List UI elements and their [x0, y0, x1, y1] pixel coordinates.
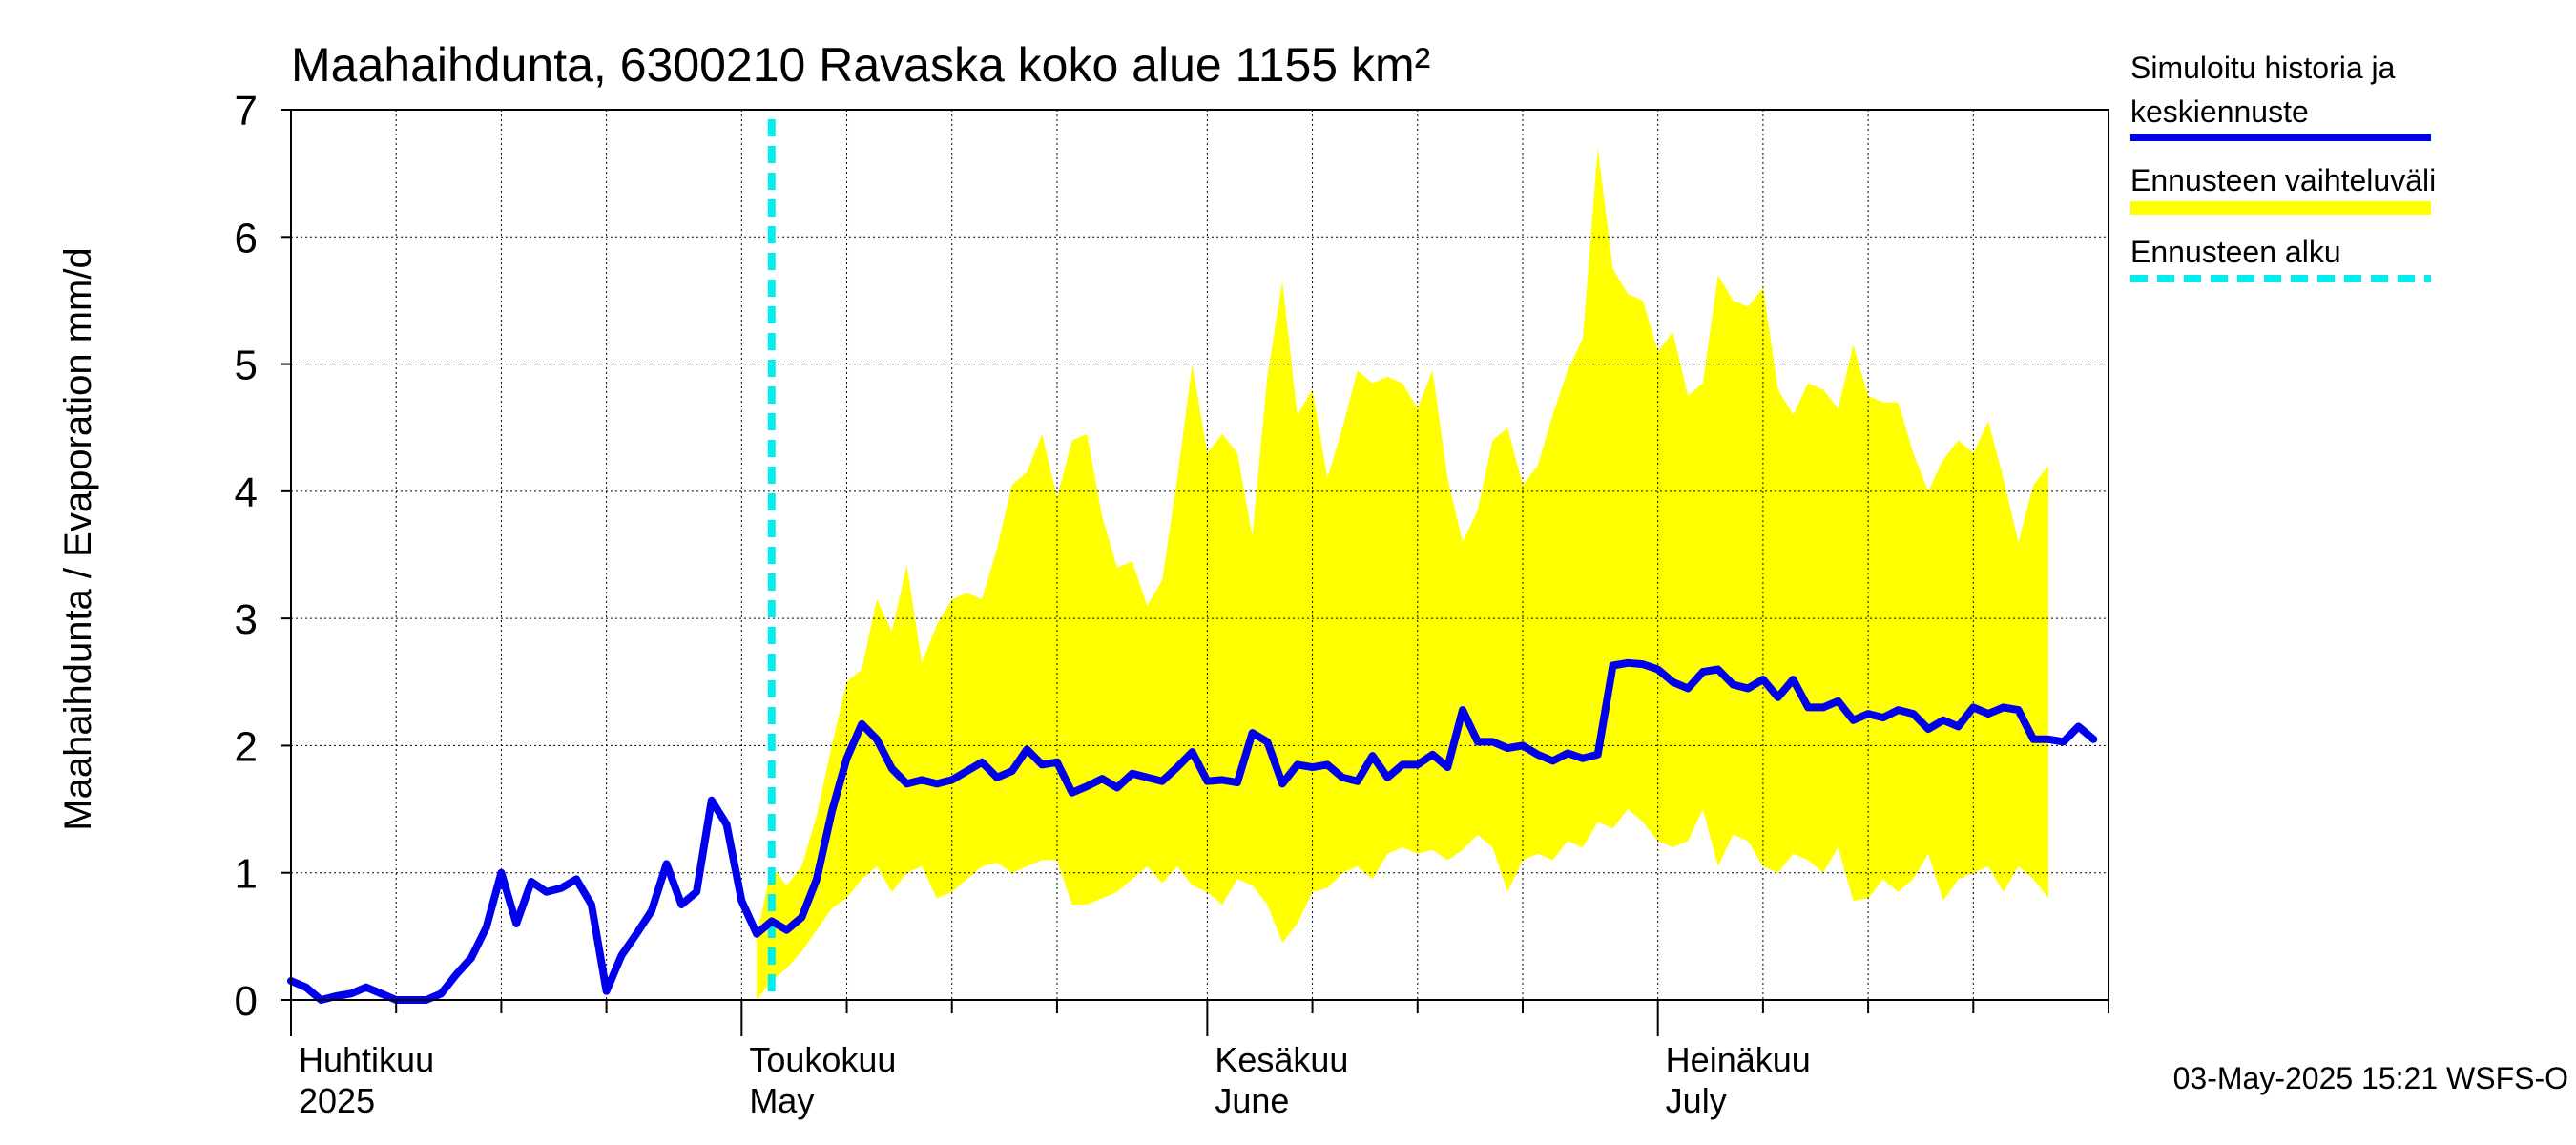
- y-axis-label: Maahaihdunta / Evaporation mm/d: [57, 247, 99, 830]
- series-layer: [287, 658, 2098, 1004]
- x-month-label-fi: Toukokuu: [749, 1040, 896, 1079]
- y-tick-label: 7: [235, 88, 258, 135]
- y-tick-label: 6: [235, 215, 258, 261]
- y-tick-label: 0: [235, 978, 258, 1025]
- y-tick-label: 5: [235, 343, 258, 389]
- series-line-simulated: [287, 658, 2098, 1004]
- plot-border: [290, 109, 2109, 1001]
- y-tick-label: 3: [235, 596, 258, 643]
- x-month-label-en: June: [1215, 1081, 1289, 1120]
- y-tick-label: 2: [235, 723, 258, 770]
- legend-label-forecast-start: Ennusteen alku: [2130, 235, 2341, 269]
- legend: Simuloitu historia ja keskiennuste Ennus…: [2130, 51, 2436, 282]
- x-month-label-en: 2025: [299, 1081, 375, 1120]
- footer-timestamp: 03-May-2025 15:21 WSFS-O: [2173, 1061, 2568, 1095]
- y-axis: 0 1 2 3 4 5 6 7: [235, 88, 291, 1025]
- y-tick-label: 1: [235, 851, 258, 898]
- plot-frame: [290, 109, 2109, 1001]
- y-tick-label: 4: [235, 469, 258, 516]
- legend-label-history-line2: keskiennuste: [2130, 94, 2309, 129]
- legend-label-history-line1: Simuloitu historia ja: [2130, 51, 2396, 85]
- x-month-label-fi: Kesäkuu: [1215, 1040, 1348, 1079]
- chart-title: Maahaihdunta, 6300210 Ravaska koko alue …: [291, 38, 1430, 92]
- x-month-label-fi: Huhtikuu: [299, 1040, 434, 1079]
- x-month-label-en: May: [749, 1081, 814, 1120]
- x-month-label-en: July: [1666, 1081, 1727, 1120]
- legend-label-range: Ennusteen vaihteluväli: [2130, 163, 2436, 198]
- x-month-label-fi: Heinäkuu: [1666, 1040, 1811, 1079]
- grid: [291, 110, 2109, 1000]
